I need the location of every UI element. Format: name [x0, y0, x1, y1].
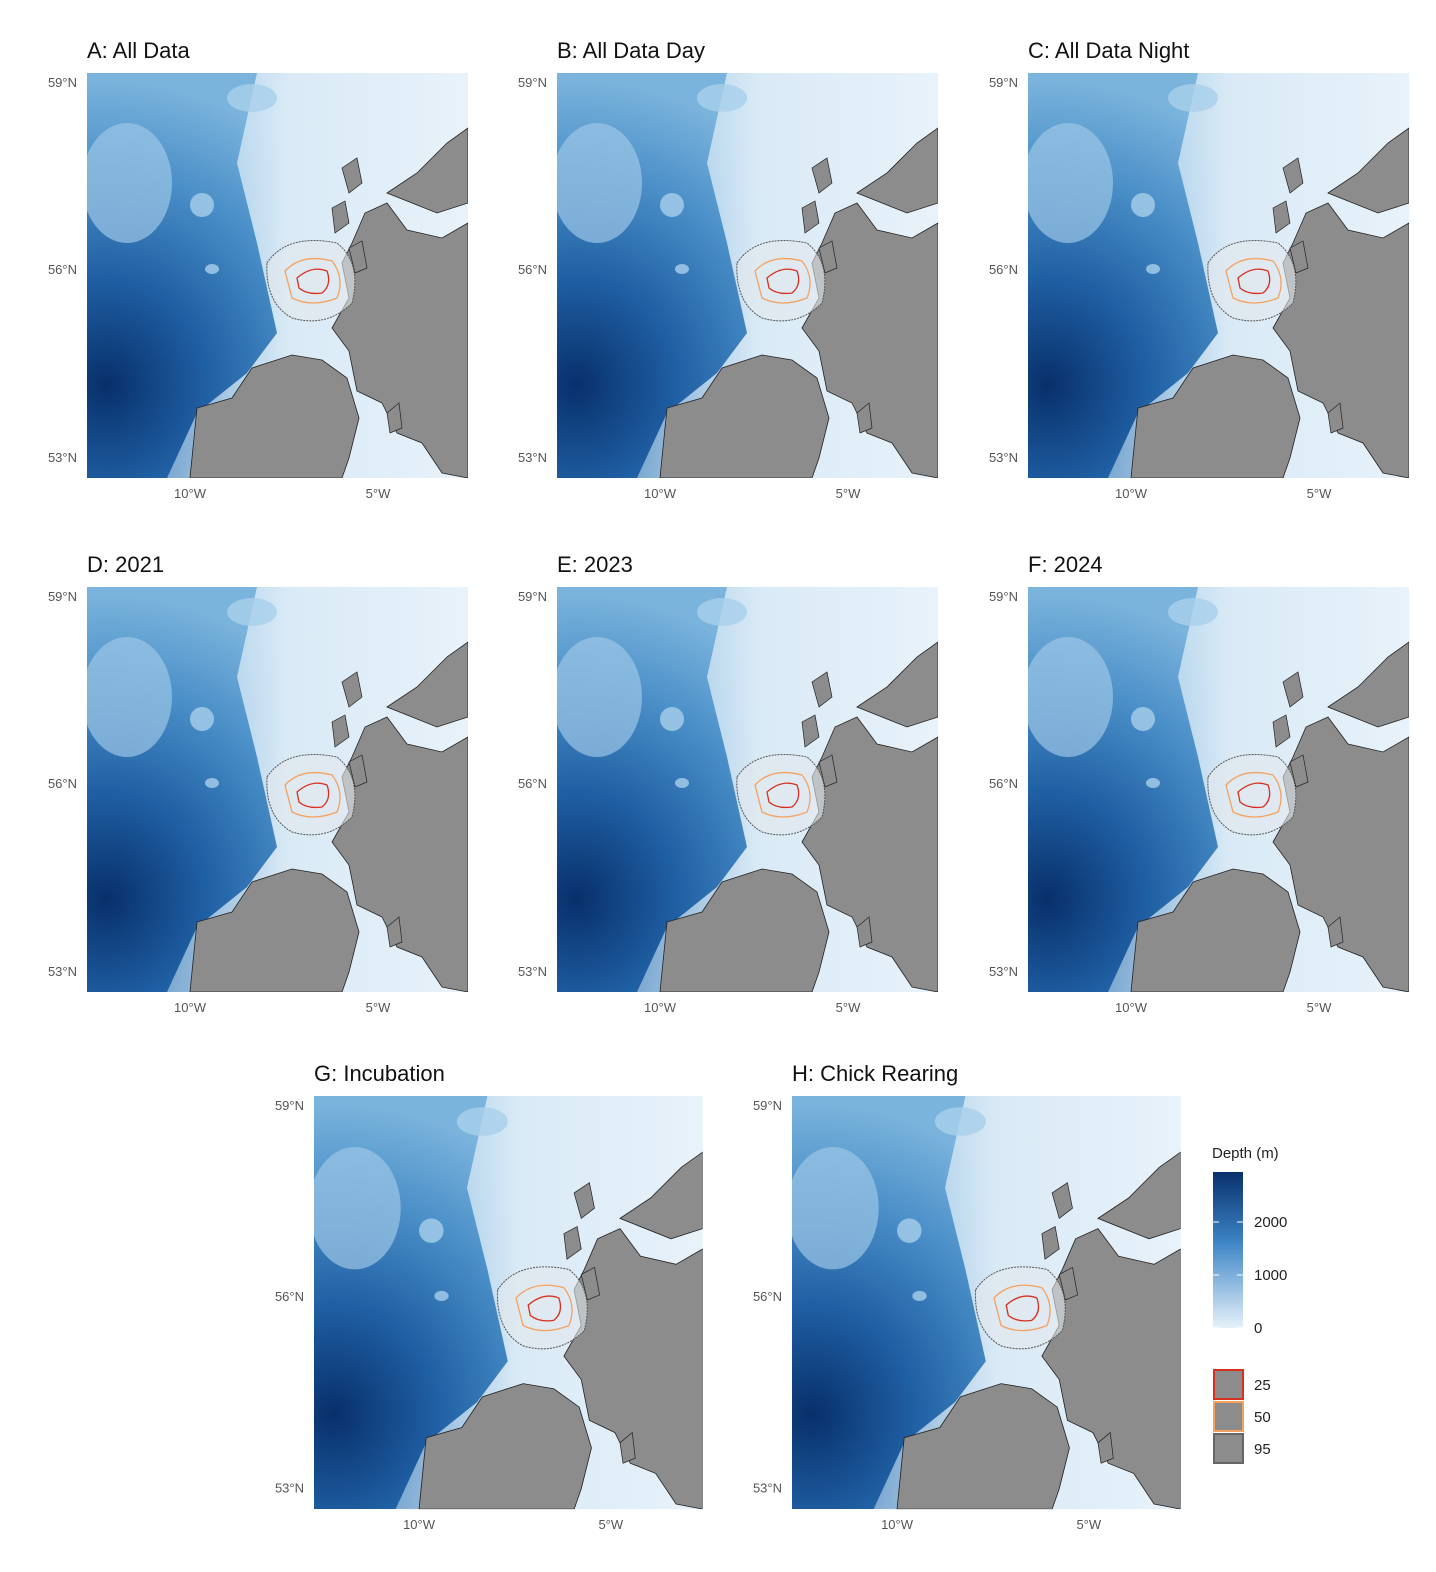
- lon-label: 10°W: [403, 1517, 436, 1532]
- lon-label: 5°W: [366, 1000, 391, 1015]
- colorbar-label: 0: [1254, 1320, 1262, 1337]
- lon-label: 10°W: [644, 1000, 677, 1015]
- map: [82, 587, 468, 992]
- lon-label: 10°W: [1115, 486, 1148, 501]
- map: [787, 1096, 1181, 1509]
- lat-label: 53°N: [989, 964, 1018, 979]
- map-panel: [787, 1096, 1181, 1509]
- lon-label: 10°W: [881, 1517, 914, 1532]
- contour-label: 50: [1254, 1409, 1271, 1426]
- legend-title: Depth (m): [1212, 1145, 1279, 1162]
- map-panel: [309, 1096, 703, 1509]
- lat-label: 56°N: [989, 776, 1018, 791]
- lat-label: 59°N: [518, 589, 547, 604]
- lat-label: 53°N: [48, 450, 77, 465]
- map-panel: [82, 587, 468, 992]
- map-panel: [1023, 73, 1409, 478]
- map-panel: [82, 73, 468, 478]
- colorbar-label: 1000: [1254, 1267, 1287, 1284]
- map-panel: [1023, 587, 1409, 992]
- contour-key: [1213, 1369, 1244, 1400]
- map: [309, 1096, 703, 1509]
- lat-label: 53°N: [48, 964, 77, 979]
- map: [1023, 587, 1409, 992]
- map: [552, 587, 938, 992]
- lon-label: 10°W: [1115, 1000, 1148, 1015]
- lat-label: 59°N: [989, 589, 1018, 604]
- panel-title: A: All Data: [87, 38, 190, 63]
- lon-label: 5°W: [1307, 1000, 1332, 1015]
- map: [1023, 73, 1409, 478]
- lat-label: 53°N: [989, 450, 1018, 465]
- lat-label: 59°N: [48, 75, 77, 90]
- contour-label: 95: [1254, 1441, 1271, 1458]
- lon-label: 5°W: [836, 1000, 861, 1015]
- lat-label: 53°N: [518, 964, 547, 979]
- colorbar: [1213, 1172, 1243, 1328]
- lon-label: 5°W: [1307, 486, 1332, 501]
- lat-label: 59°N: [753, 1098, 782, 1113]
- lat-label: 56°N: [989, 262, 1018, 277]
- panel-title: D: 2021: [87, 552, 164, 577]
- lat-label: 59°N: [275, 1098, 304, 1113]
- lat-label: 56°N: [48, 262, 77, 277]
- lon-label: 10°W: [174, 486, 207, 501]
- panel-title: C: All Data Night: [1028, 38, 1189, 63]
- lat-label: 56°N: [518, 776, 547, 791]
- lon-label: 5°W: [598, 1517, 623, 1532]
- lat-label: 53°N: [753, 1481, 782, 1496]
- panel-title: F: 2024: [1028, 552, 1103, 577]
- panel-title: B: All Data Day: [557, 38, 705, 63]
- lat-label: 56°N: [753, 1289, 782, 1304]
- contour-key: [1213, 1401, 1244, 1432]
- lon-label: 5°W: [1076, 1517, 1101, 1532]
- lat-label: 59°N: [989, 75, 1018, 90]
- lat-label: 56°N: [275, 1289, 304, 1304]
- map: [82, 73, 468, 478]
- map-panel: [552, 73, 938, 478]
- panel-title: H: Chick Rearing: [792, 1061, 958, 1086]
- panel-title: G: Incubation: [314, 1061, 445, 1086]
- lat-label: 59°N: [518, 75, 547, 90]
- contour-key: [1213, 1433, 1244, 1464]
- map: [552, 73, 938, 478]
- lat-label: 59°N: [48, 589, 77, 604]
- lat-label: 56°N: [48, 776, 77, 791]
- contour-label: 25: [1254, 1377, 1271, 1394]
- lat-label: 53°N: [275, 1481, 304, 1496]
- panel-title: E: 2023: [557, 552, 633, 577]
- lon-label: 10°W: [174, 1000, 207, 1015]
- lat-label: 53°N: [518, 450, 547, 465]
- lon-label: 5°W: [366, 486, 391, 501]
- map-panel: [552, 587, 938, 992]
- lat-label: 56°N: [518, 262, 547, 277]
- lon-label: 10°W: [644, 486, 677, 501]
- lon-label: 5°W: [836, 486, 861, 501]
- colorbar-label: 2000: [1254, 1214, 1287, 1231]
